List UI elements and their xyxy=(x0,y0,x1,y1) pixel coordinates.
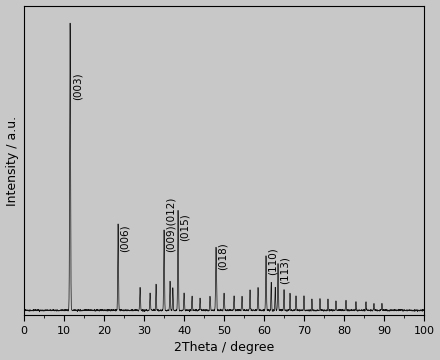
Text: (003): (003) xyxy=(73,73,82,100)
X-axis label: 2Theta / degree: 2Theta / degree xyxy=(174,341,274,355)
Y-axis label: Intensity / a.u.: Intensity / a.u. xyxy=(6,116,18,206)
Text: (009)(012): (009)(012) xyxy=(166,197,176,252)
Text: (113): (113) xyxy=(280,256,290,284)
Text: (110): (110) xyxy=(268,248,278,275)
Text: (018): (018) xyxy=(218,242,228,270)
Text: (006): (006) xyxy=(120,225,130,252)
Text: (015): (015) xyxy=(180,213,190,241)
